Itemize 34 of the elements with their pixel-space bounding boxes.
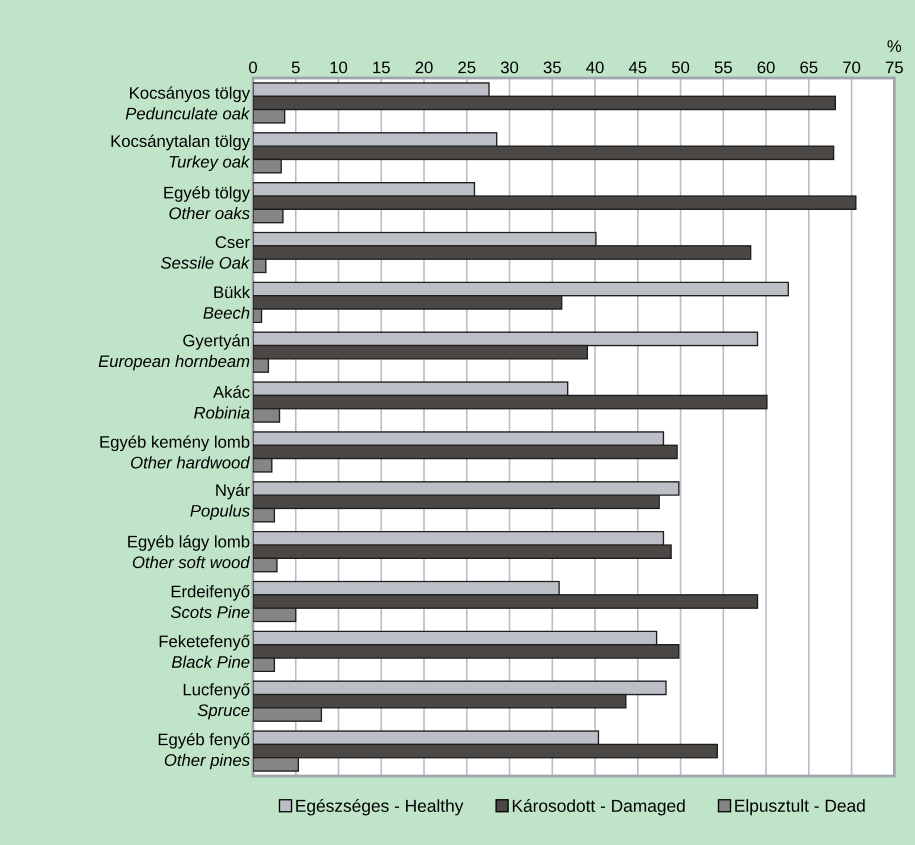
x-tick-label: 5: [292, 62, 300, 74]
x-tick-label: 65: [800, 62, 818, 74]
x-axis-title: %: [888, 40, 902, 52]
y-tick-label: Erdeifenyő Scots Pine: [170, 584, 250, 618]
x-tick-label: 45: [628, 62, 646, 74]
legend-label: Elpusztult - Dead: [735, 799, 865, 816]
y-tick-label: Egyéb lágy lomb Other soft wood: [128, 535, 250, 568]
y-tick-label: Gyertyán European hornbeam: [98, 334, 250, 370]
y-tick-label: Cser Sessile Oak: [160, 236, 250, 269]
y-tick-label: Egyéb kemény lomb Other hardwood: [100, 435, 250, 468]
x-tick-label: 35: [544, 62, 561, 74]
x-tick-label: 60: [758, 62, 775, 74]
x-tick-label: 55: [714, 62, 732, 74]
x-tick-label: 10: [330, 62, 348, 74]
y-tick-label: Egyéb tölgy Other oaks: [164, 186, 250, 220]
y-tick-label: Akác Robinia: [194, 386, 250, 419]
x-tick-label: 75: [886, 62, 903, 74]
x-tick-label: 0: [249, 62, 257, 74]
y-tick-label: Egyéb fenyő Other pines: [158, 732, 250, 770]
y-tick-label: Nyár Populus: [190, 484, 250, 520]
x-tick-label: 70: [843, 62, 860, 74]
y-tick-label: Kocsányos tölgy Pedunculate oak: [126, 86, 250, 120]
y-tick-label: Feketefenyő Black Pine: [160, 634, 250, 668]
y-tick-label: Lucfenyő Spruce: [184, 683, 250, 720]
x-tick-label: 20: [416, 62, 433, 74]
x-tick-label: 40: [586, 62, 604, 74]
legend-label: Károsodott - Damaged: [512, 799, 685, 816]
x-tick-label: 15: [373, 62, 390, 74]
legend-label: Egészséges - Healthy: [296, 799, 464, 816]
y-tick-label: Kocsánytalan tölgy Turkey oak: [112, 134, 250, 171]
x-tick-label: 50: [672, 62, 690, 74]
x-tick-label: 30: [500, 62, 518, 74]
y-tick-label: Bükk Beech: [203, 286, 250, 319]
x-tick-label: 25: [458, 62, 476, 74]
